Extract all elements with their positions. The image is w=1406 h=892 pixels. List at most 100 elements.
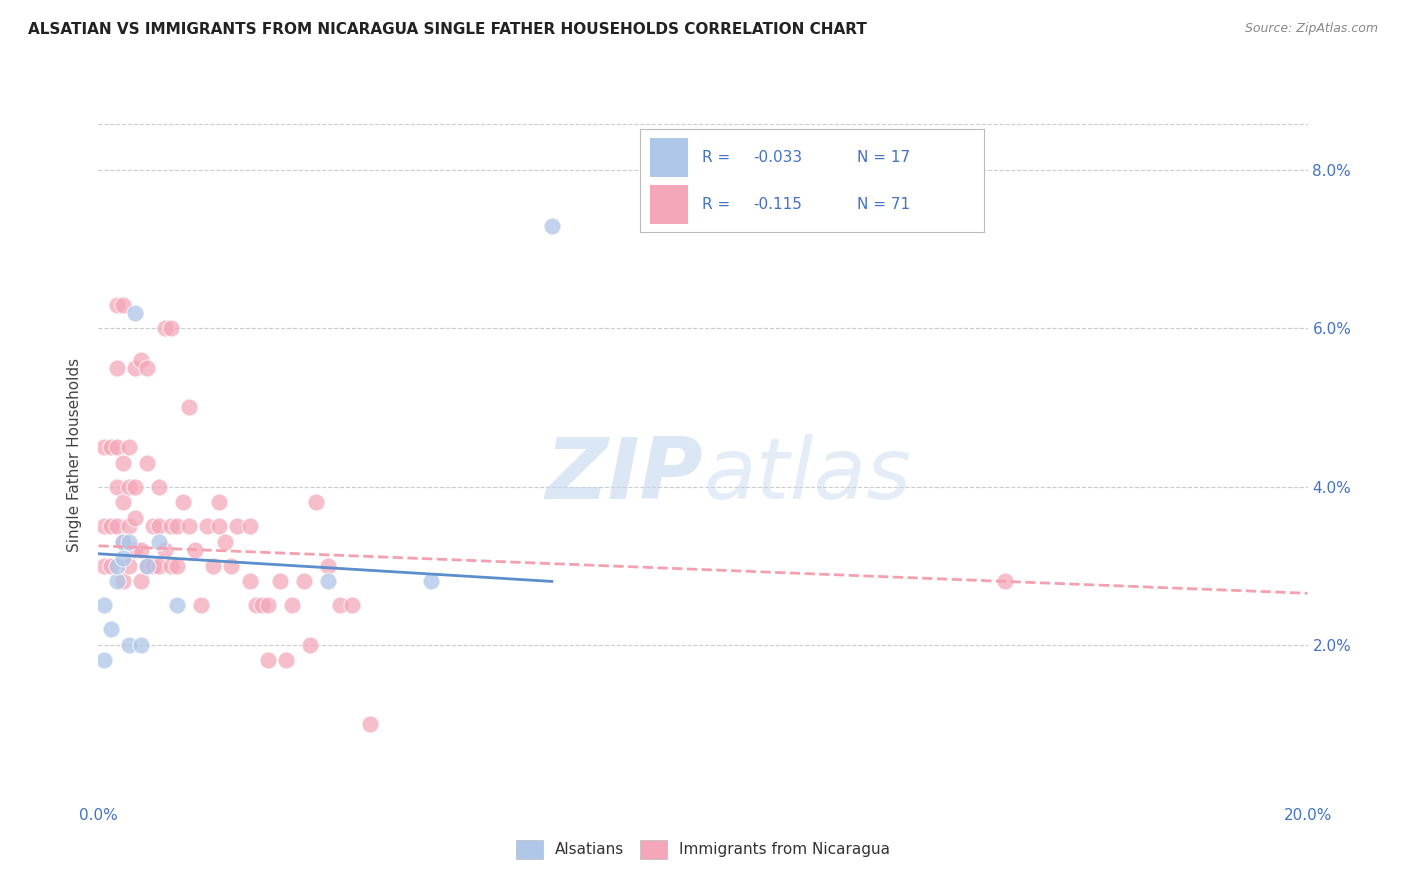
Point [245, 598, 267, 612]
Point [239, 574, 262, 589]
Point [172, 495, 194, 509]
Text: Source: ZipAtlas.com: Source: ZipAtlas.com [1244, 22, 1378, 36]
Point [105, 440, 128, 454]
Point [93, 440, 115, 454]
Point [292, 574, 315, 589]
FancyBboxPatch shape [650, 137, 688, 177]
Point [299, 638, 322, 652]
Point [142, 519, 165, 533]
Point [129, 574, 152, 589]
Point [105, 360, 128, 375]
Point [118, 479, 141, 493]
Point [160, 519, 183, 533]
Point [360, 716, 382, 731]
Point [118, 638, 141, 652]
Point [994, 574, 1017, 589]
Point [160, 321, 183, 335]
Point [195, 519, 218, 533]
Point [100, 519, 122, 533]
Y-axis label: Single Father Households: Single Father Households [67, 358, 83, 552]
Point [111, 298, 134, 312]
Point [100, 622, 122, 636]
Point [111, 456, 134, 470]
Point [111, 534, 134, 549]
Point [135, 558, 157, 573]
Point [124, 542, 146, 557]
Point [153, 321, 176, 335]
Point [93, 558, 115, 573]
Point [118, 519, 141, 533]
Point [166, 598, 188, 612]
Point [118, 440, 141, 454]
Point [129, 638, 152, 652]
Point [124, 360, 146, 375]
Text: atlas: atlas [703, 434, 911, 517]
Text: N = 17: N = 17 [856, 150, 910, 164]
Point [239, 519, 262, 533]
Point [305, 495, 328, 509]
Point [111, 550, 134, 565]
Point [135, 456, 157, 470]
Point [105, 574, 128, 589]
Point [105, 519, 128, 533]
Point [135, 558, 157, 573]
Point [105, 479, 128, 493]
Point [316, 558, 339, 573]
Point [135, 360, 157, 375]
Text: N = 71: N = 71 [856, 197, 910, 211]
Text: R =: R = [702, 197, 735, 211]
Point [202, 558, 225, 573]
Point [105, 558, 128, 573]
Point [256, 653, 278, 667]
Point [148, 479, 170, 493]
Point [93, 653, 115, 667]
Text: -0.115: -0.115 [754, 197, 803, 211]
Point [93, 598, 115, 612]
Point [208, 519, 231, 533]
Legend: Alsatians, Immigrants from Nicaragua: Alsatians, Immigrants from Nicaragua [509, 834, 897, 864]
Text: -0.033: -0.033 [754, 150, 803, 164]
Point [540, 219, 562, 233]
Point [153, 542, 176, 557]
Point [100, 440, 122, 454]
Point [166, 519, 188, 533]
Point [129, 542, 152, 557]
Point [93, 519, 115, 533]
Point [226, 519, 249, 533]
Point [118, 558, 141, 573]
Point [269, 574, 291, 589]
Point [129, 353, 152, 368]
FancyBboxPatch shape [650, 185, 688, 224]
Point [111, 574, 134, 589]
Point [316, 574, 339, 589]
Text: R =: R = [702, 150, 735, 164]
Point [142, 558, 165, 573]
Point [184, 542, 207, 557]
Point [214, 534, 236, 549]
Point [190, 598, 212, 612]
Point [124, 305, 146, 319]
Point [148, 534, 170, 549]
Point [111, 534, 134, 549]
Point [148, 558, 170, 573]
Text: ALSATIAN VS IMMIGRANTS FROM NICARAGUA SINGLE FATHER HOUSEHOLDS CORRELATION CHART: ALSATIAN VS IMMIGRANTS FROM NICARAGUA SI… [28, 22, 868, 37]
Point [148, 519, 170, 533]
Point [256, 598, 278, 612]
Point [118, 534, 141, 549]
Point [166, 558, 188, 573]
Point [250, 598, 273, 612]
Point [281, 598, 304, 612]
Point [124, 511, 146, 525]
Point [179, 401, 201, 415]
Point [329, 598, 352, 612]
Point [124, 479, 146, 493]
Point [208, 495, 231, 509]
Text: ZIP: ZIP [546, 434, 703, 517]
Point [100, 558, 122, 573]
Point [111, 495, 134, 509]
Point [420, 574, 443, 589]
Point [105, 298, 128, 312]
Point [160, 558, 183, 573]
Point [221, 558, 243, 573]
Point [274, 653, 297, 667]
